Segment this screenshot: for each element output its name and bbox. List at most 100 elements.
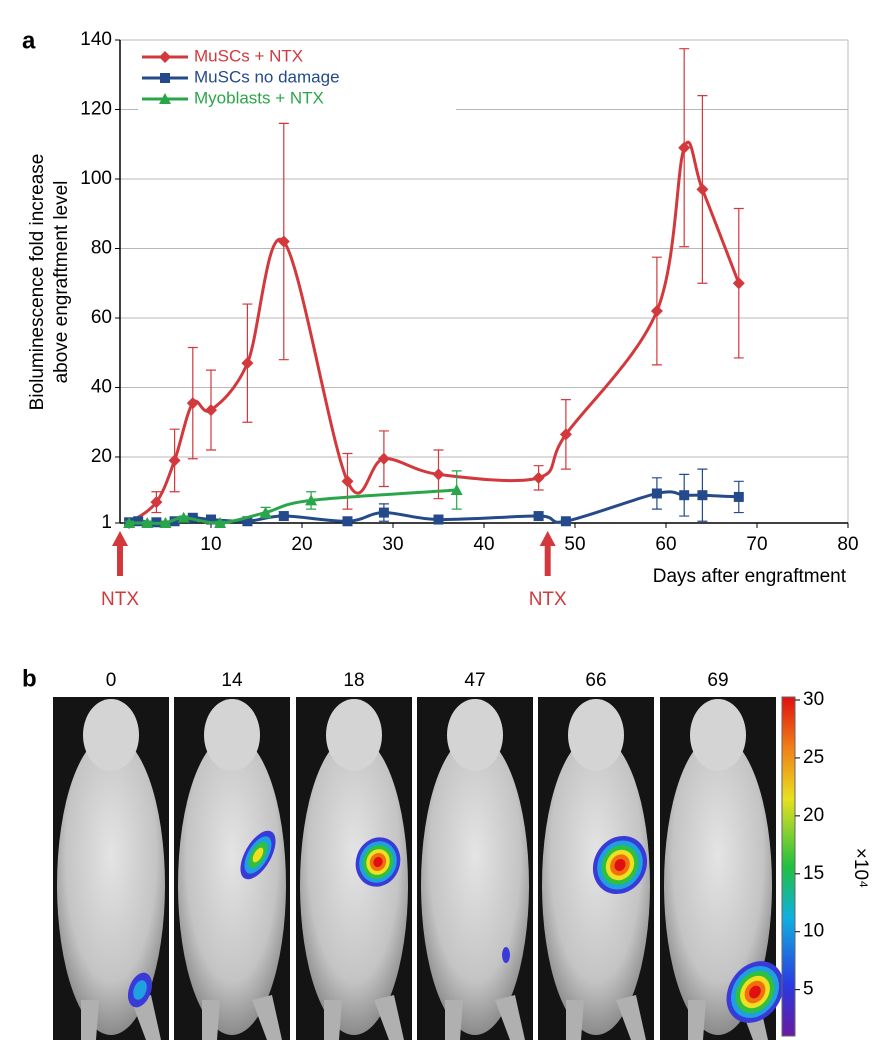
marker <box>159 51 171 63</box>
x-tick-label: 70 <box>746 534 767 555</box>
marker <box>342 516 353 527</box>
marker <box>214 517 227 528</box>
marker <box>277 235 290 248</box>
marker <box>168 454 181 467</box>
marker <box>533 511 544 522</box>
mouse-head <box>568 699 624 771</box>
marker <box>532 471 545 484</box>
marker <box>206 514 216 525</box>
marker <box>123 517 136 528</box>
y-tick-label: 60 <box>91 307 112 328</box>
annotation: NTX <box>101 589 139 610</box>
mouse-body <box>300 735 408 1035</box>
mouse-body <box>421 735 529 1035</box>
panel-label: a <box>22 27 36 54</box>
marker <box>733 491 744 502</box>
colorbar <box>781 696 796 1037</box>
bioluminescence-signal <box>502 947 510 963</box>
mouse-leg <box>324 995 404 1040</box>
series-line <box>128 140 741 525</box>
bioluminescence-signal <box>355 837 401 887</box>
marker <box>651 488 662 499</box>
colorbar-unit: ×10⁴ <box>850 848 871 888</box>
y-tick-label: 140 <box>80 29 112 50</box>
mouse-head <box>83 699 139 771</box>
marker <box>133 516 144 527</box>
timepoint-label: 47 <box>464 670 485 691</box>
marker <box>141 517 154 528</box>
signal-level <box>614 859 626 871</box>
marker <box>150 496 163 509</box>
marker <box>679 490 690 501</box>
x-tick-label: 60 <box>655 534 676 555</box>
colorbar-tick-label: 30 <box>803 689 824 710</box>
marker <box>697 490 708 501</box>
timepoint-label: 14 <box>221 670 243 691</box>
x-axis-label: Days after engraftment <box>653 566 847 587</box>
y-axis-label: above engraftment level <box>51 181 72 384</box>
mouse-body <box>664 735 772 1035</box>
y-tick-label: 80 <box>91 238 112 259</box>
x-tick-label: 20 <box>291 534 312 555</box>
x-tick-label: 80 <box>837 534 858 555</box>
colorbar-tick-label: 5 <box>803 979 814 1000</box>
marker <box>305 494 318 506</box>
bioluminescence-signal <box>592 835 648 895</box>
marker <box>560 516 571 527</box>
marker <box>177 511 190 523</box>
y-tick-label: 120 <box>80 99 112 120</box>
timepoint-label: 0 <box>106 670 117 691</box>
x-tick-label: 50 <box>564 534 585 555</box>
legend-label: Myoblasts + NTX <box>194 88 324 107</box>
colorbar-tick-label: 25 <box>803 747 824 768</box>
marker <box>450 483 463 495</box>
marker <box>559 428 572 441</box>
mouse-head <box>326 699 382 771</box>
colorbar-tick-label: 20 <box>803 805 824 826</box>
marker <box>432 468 445 481</box>
arrow <box>539 531 556 576</box>
signal-level <box>502 947 510 963</box>
marker <box>341 475 354 488</box>
marker <box>378 507 389 518</box>
x-tick-label: 40 <box>473 534 494 555</box>
signal-level <box>252 847 264 863</box>
marker <box>242 516 253 527</box>
bioluminescence-signal <box>240 830 276 880</box>
arrow <box>112 531 128 576</box>
marker <box>259 506 272 518</box>
timepoint-label: 69 <box>707 670 728 691</box>
legend-label: MuSCs + NTX <box>194 46 303 65</box>
y-tick-label: 1 <box>101 512 112 533</box>
y-tick-label: 20 <box>91 446 112 467</box>
legend-label: MuSCs no damage <box>194 67 340 86</box>
panel-label: b <box>22 665 37 692</box>
signal-level <box>749 985 761 999</box>
mouse-body <box>57 735 165 1035</box>
x-tick-label: 30 <box>382 534 403 555</box>
mouse-leg <box>81 995 161 1040</box>
y-tick-label: 40 <box>91 376 112 397</box>
annotation: NTX <box>529 589 567 610</box>
legend-box <box>138 44 456 116</box>
signal-level <box>373 856 383 868</box>
colorbar-tick-label: 15 <box>803 863 824 884</box>
marker <box>433 514 444 525</box>
timepoint-label: 66 <box>585 670 606 691</box>
marker <box>160 73 170 83</box>
marker <box>650 305 663 318</box>
marker <box>159 517 172 528</box>
marker <box>241 357 254 370</box>
mouse-body <box>542 735 650 1035</box>
marker <box>205 404 217 417</box>
y-tick-label: 100 <box>80 168 112 189</box>
mouse-leg <box>202 995 282 1040</box>
timepoint-label: 18 <box>343 670 364 691</box>
marker <box>169 516 180 527</box>
colorbar-tick-label: 10 <box>803 921 824 942</box>
signal-level <box>133 980 147 1000</box>
marker <box>159 93 171 104</box>
mouse-leg <box>566 995 646 1040</box>
